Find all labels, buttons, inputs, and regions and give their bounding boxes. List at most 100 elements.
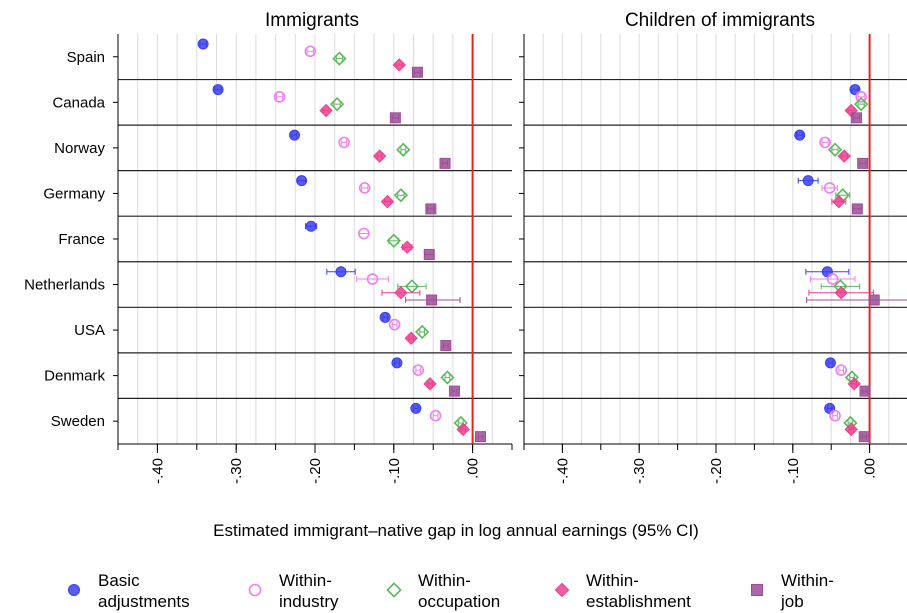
point-immigrants-germany-within-occupation: [393, 188, 409, 203]
point-immigrants-netherlands-basic-adjustments: [335, 266, 347, 278]
point-children-sweden-within-establishment: [844, 422, 858, 437]
legend-label: occupation: [418, 592, 500, 611]
x-axis-title: Estimated immigrant–native gap in log an…: [213, 521, 699, 540]
point-children-germany-basic-adjustments: [802, 175, 814, 187]
panel-title-children-of-immigrants: Children of immigrants: [625, 10, 815, 31]
point-immigrants-netherlands-within-establishment: [394, 286, 408, 300]
country-label-sweden: Sweden: [51, 413, 105, 430]
point-immigrants-canada-basic-adjustments: [212, 84, 224, 96]
point-immigrants-spain-within-job: [411, 66, 423, 78]
point-children-denmark-within-establishment: [847, 377, 861, 391]
point-immigrants-spain-within-industry: [304, 45, 317, 58]
point-children-canada-within-industry: [855, 91, 867, 103]
country-labels: Spain Canada Norway Germany France Netherland…: [24, 49, 106, 430]
point-immigrants-norway-within-job: [439, 157, 451, 169]
legend-label: adjustments: [98, 592, 190, 611]
panel-title-immigrants: Immigrants: [265, 10, 359, 31]
point-immigrants-germany-basic-adjustments: [296, 175, 308, 187]
point-immigrants-france-within-industry: [358, 227, 370, 240]
point-children-netherlands-within-industry: [826, 273, 839, 285]
country-label-norway: Norway: [54, 140, 105, 157]
x-tick-label: -.10: [386, 458, 403, 484]
point-children-norway-within-occupation: [827, 142, 843, 157]
point-immigrants-usa-within-establishment: [404, 331, 418, 345]
panel-immigrants: Immigrants -.40 -.30 -.20 -.10 .00: [113, 10, 513, 484]
point-immigrants-spain-within-occupation: [332, 51, 347, 66]
point-children-sweden-within-industry: [829, 409, 841, 422]
point-immigrants-canada-within-establishment: [319, 103, 333, 118]
point-immigrants-usa-within-industry: [388, 318, 401, 331]
x-tick-label: .00: [862, 458, 879, 479]
point-children-germany-within-industry: [823, 182, 836, 194]
x-tick-label: -.40: [554, 458, 571, 484]
x-tick-label: -.40: [149, 458, 166, 484]
point-immigrants-sweden-basic-adjustments: [410, 402, 422, 414]
country-label-spain: Spain: [67, 49, 105, 66]
x-tick-label: -.20: [708, 458, 725, 484]
point-children-norway-within-establishment: [837, 149, 851, 163]
legend-label: job: [780, 592, 804, 611]
legend-key-within-industry: [248, 583, 262, 597]
point-children-germany-within-establishment: [832, 194, 846, 209]
point-children-netherlands-within-job: [868, 294, 880, 306]
point-children-norway-within-job: [857, 157, 869, 169]
point-immigrants-germany-within-job: [425, 203, 437, 215]
point-immigrants-france-basic-adjustments: [305, 220, 317, 232]
country-label-germany: Germany: [43, 185, 105, 202]
point-children-canada-basic-adjustments: [849, 84, 861, 96]
legend-label: Within-: [279, 571, 332, 590]
point-children-norway-basic-adjustments: [794, 129, 806, 141]
legend-label: establishment: [586, 592, 691, 611]
point-children-denmark-within-job: [859, 385, 871, 397]
x-tick-label: .00: [465, 458, 482, 479]
point-immigrants-denmark-within-establishment: [423, 377, 437, 391]
x-tick-label: -.20: [307, 458, 324, 484]
point-children-netherlands-within-establishment: [834, 286, 848, 300]
point-immigrants-denmark-within-occupation: [440, 370, 455, 385]
legend-key-basic-adjustments: [68, 584, 80, 596]
point-immigrants-usa-within-occupation: [415, 324, 430, 340]
point-immigrants-norway-basic-adjustments: [289, 129, 301, 141]
country-label-usa: USA: [74, 322, 105, 339]
point-children-denmark-basic-adjustments: [824, 357, 836, 369]
point-children-denmark-within-industry: [835, 364, 847, 376]
point-immigrants-germany-within-industry: [358, 182, 371, 194]
legend-label: industry: [279, 592, 339, 611]
point-immigrants-denmark-within-job: [448, 385, 460, 397]
point-immigrants-norway-within-occupation: [396, 142, 411, 157]
point-children-germany-within-job: [851, 203, 863, 215]
point-immigrants-canada-within-industry: [273, 91, 286, 103]
point-immigrants-netherlands-within-industry: [366, 273, 379, 285]
point-children-canada-within-occupation: [854, 97, 869, 112]
panel-children-of-immigrants: Children of immigrants -.40 -.30 -.20 -.10.…: [519, 10, 907, 484]
x-tick-label: -.10: [785, 458, 802, 484]
point-immigrants-sweden-within-job: [474, 431, 486, 443]
point-immigrants-sweden-within-establishment: [456, 422, 470, 437]
point-immigrants-france-within-occupation: [386, 233, 401, 248]
point-immigrants-netherlands-within-job: [426, 294, 438, 306]
legend: Basic adjustments Within-industry Within-oc…: [68, 571, 834, 611]
point-immigrants-norway-within-industry: [338, 136, 350, 149]
legend-label: Basic: [98, 571, 140, 590]
point-immigrants-canada-within-occupation: [329, 97, 345, 112]
point-immigrants-spain-basic-adjustments: [197, 38, 209, 50]
point-immigrants-denmark-basic-adjustments: [391, 357, 403, 369]
point-immigrants-usa-basic-adjustments: [379, 311, 391, 323]
point-immigrants-norway-within-establishment: [372, 149, 387, 163]
country-label-denmark: Denmark: [44, 368, 105, 385]
country-label-netherlands: Netherlands: [24, 277, 105, 294]
x-tick-label: -.30: [631, 458, 648, 484]
legend-key-within-job: [751, 584, 763, 596]
legend-label: Within-: [418, 571, 471, 590]
point-immigrants-spain-within-establishment: [392, 58, 407, 72]
point-immigrants-france-within-job: [423, 248, 435, 260]
legend-key-within-establishment: [554, 582, 570, 598]
point-children-sweden-within-job: [858, 431, 870, 443]
legend-key-within-occupation: [386, 582, 402, 598]
x-tick-label: -.30: [228, 458, 245, 484]
legend-label: Within-: [586, 571, 639, 590]
point-immigrants-sweden-within-industry: [429, 409, 442, 422]
point-children-norway-within-industry: [819, 136, 831, 149]
legend-label: Within-: [781, 571, 834, 590]
